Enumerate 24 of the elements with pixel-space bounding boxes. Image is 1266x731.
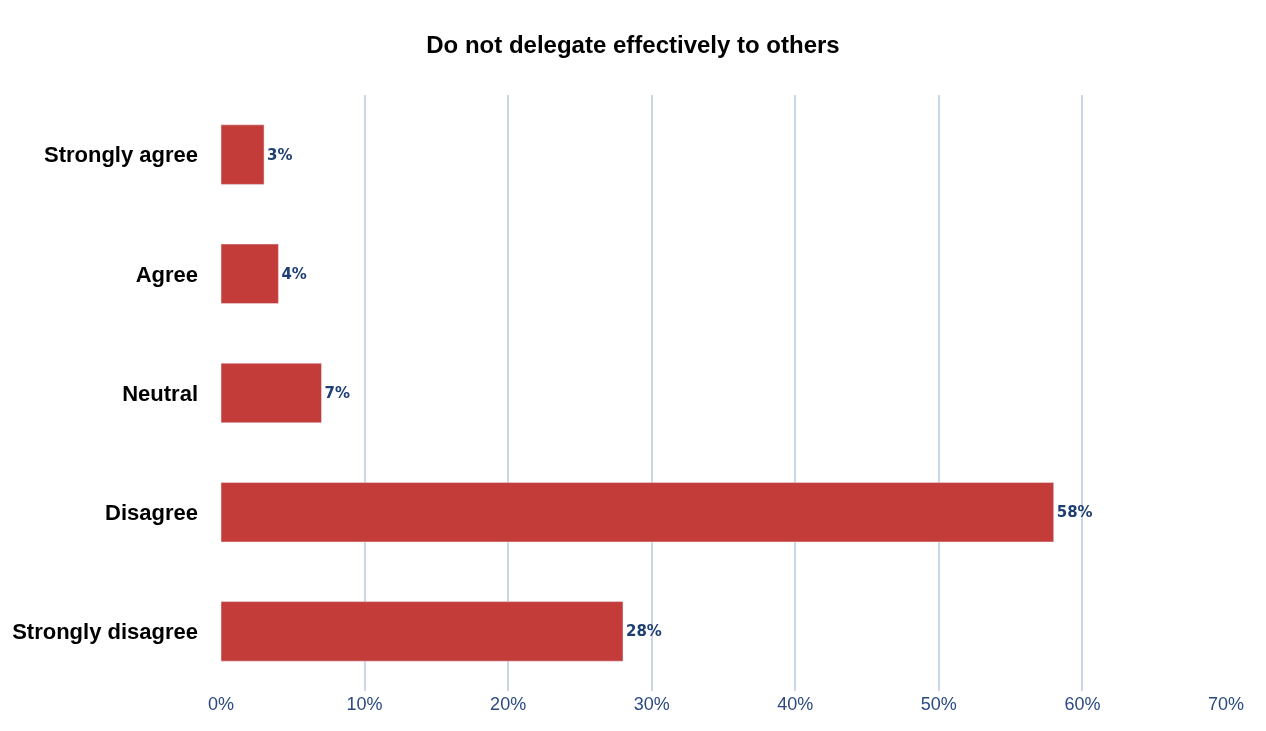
y-tick-label: Agree: [135, 261, 198, 287]
data-label: 58%: [1056, 503, 1093, 522]
data-label: 28%: [626, 622, 662, 641]
x-tick-label: 50%: [920, 694, 957, 714]
data-label: 4%: [281, 264, 307, 283]
bar: [221, 243, 279, 304]
y-tick-label: Strongly disagree: [12, 619, 198, 645]
bar: [221, 601, 624, 662]
x-tick-label: 40%: [777, 694, 814, 714]
bar: [221, 124, 265, 185]
y-tick-label: Disagree: [105, 499, 198, 525]
data-label: 3%: [267, 145, 293, 164]
data-label: 7%: [324, 384, 350, 402]
x-tick-label: 70%: [1207, 694, 1245, 714]
y-tick-label: Strongly agree: [43, 142, 198, 168]
x-tick-label: 20%: [490, 694, 527, 714]
x-tick-label: 30%: [633, 694, 670, 714]
bar: [221, 482, 1054, 543]
y-tick-label: Neutral: [122, 380, 198, 406]
x-tick-label: 60%: [1064, 694, 1101, 714]
chart-title: Do not delegate effectively to others: [426, 31, 840, 59]
bar: [221, 362, 322, 424]
x-tick-label: 10%: [346, 694, 383, 714]
x-tick-label: 0%: [207, 694, 235, 714]
